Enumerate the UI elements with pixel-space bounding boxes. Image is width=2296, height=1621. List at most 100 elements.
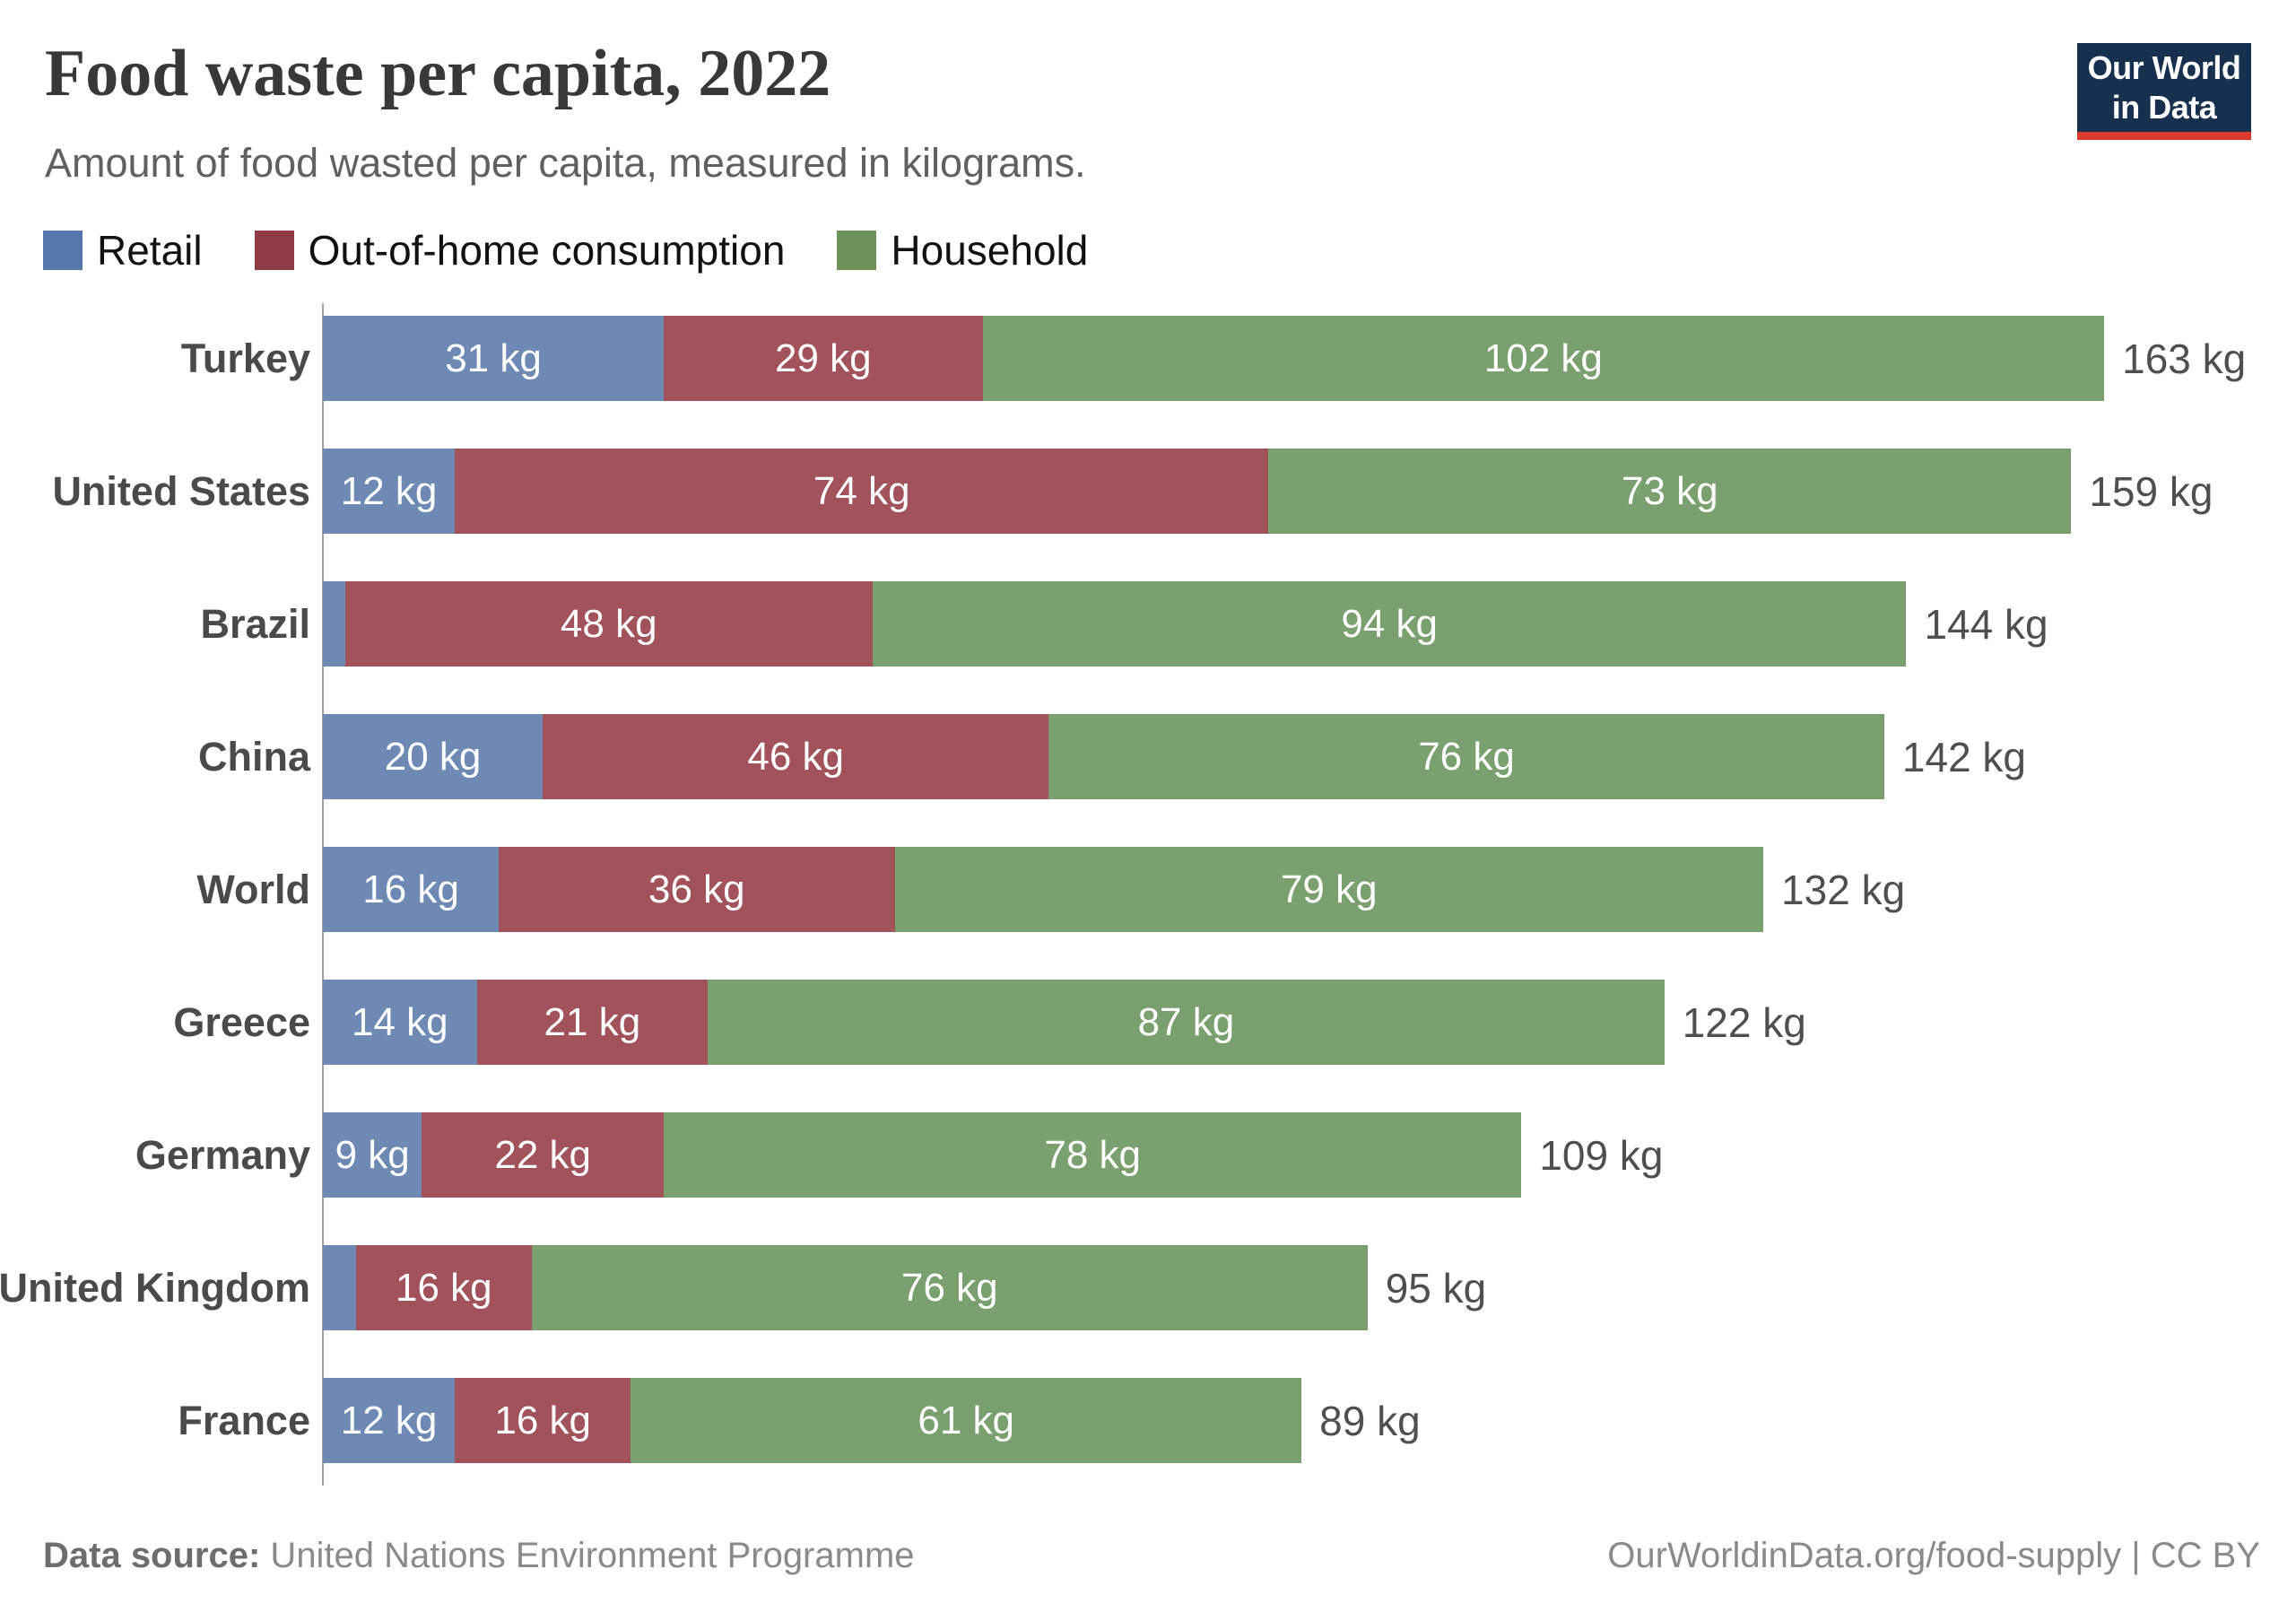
- bar-segment-household-brazil[interactable]: 94 kg: [872, 581, 1907, 667]
- bar-segment-value: 74 kg: [813, 468, 910, 513]
- category-label-world: World: [196, 866, 310, 912]
- bar-segment-value: 22 kg: [494, 1132, 591, 1177]
- data-source-value: United Nations Environment Programme: [260, 1536, 915, 1575]
- bar-row-greece: Greece 14 kg 21 kg 87 kg 122 kg: [0, 980, 2296, 1065]
- stacked-bar-united-states: 12 kg 74 kg 73 kg: [323, 449, 2072, 534]
- bar-segment-value: 31 kg: [445, 336, 542, 380]
- total-label-world: 132 kg: [1781, 866, 1906, 913]
- bar-segment-value: 76 kg: [900, 1265, 998, 1310]
- total-label-united-kingdom: 95 kg: [1385, 1264, 1487, 1312]
- legend-item-retail: Retail: [43, 226, 203, 275]
- bar-segment-retail-china[interactable]: 20 kg: [323, 714, 544, 799]
- attribution-link[interactable]: OurWorldinData.org/food-supply | CC BY: [1607, 1536, 2260, 1575]
- category-label-germany: Germany: [135, 1131, 310, 1178]
- bar-segment-value: 48 kg: [560, 601, 657, 646]
- legend-swatch-retail: [43, 231, 83, 270]
- bar-segment-retail-brazil[interactable]: [323, 581, 345, 667]
- total-label-china: 142 kg: [1901, 733, 2027, 780]
- legend-swatch-household: [837, 231, 877, 270]
- legend-item-household: Household: [837, 226, 1088, 275]
- bar-segment-out-of-home-consumption-united-states[interactable]: 74 kg: [455, 449, 1269, 534]
- bar-segment-retail-turkey[interactable]: 31 kg: [323, 316, 665, 401]
- bar-segment-value: 9 kg: [335, 1132, 410, 1177]
- bar-segment-household-world[interactable]: 79 kg: [894, 847, 1764, 932]
- bar-segment-household-china[interactable]: 76 kg: [1048, 714, 1884, 799]
- bar-segment-retail-world[interactable]: 16 kg: [323, 847, 500, 932]
- bar-segment-out-of-home-consumption-germany[interactable]: 22 kg: [422, 1112, 665, 1198]
- legend-label-retail: Retail: [97, 227, 203, 274]
- stacked-bar-greece: 14 kg 21 kg 87 kg: [323, 980, 1665, 1065]
- chart-subtitle: Amount of food wasted per capita, measur…: [45, 140, 1086, 186]
- bar-segment-value: 78 kg: [1044, 1132, 1141, 1177]
- bar-segment-household-france[interactable]: 61 kg: [631, 1378, 1302, 1463]
- bar-segment-value: 20 kg: [384, 734, 482, 779]
- bar-segment-value: 16 kg: [362, 867, 459, 911]
- total-label-greece: 122 kg: [1682, 998, 1806, 1046]
- bar-segment-household-united-kingdom[interactable]: 76 kg: [531, 1245, 1368, 1330]
- bar-segment-value: 14 kg: [351, 999, 448, 1044]
- bar-segment-value: 76 kg: [1418, 734, 1515, 779]
- bar-segment-value: 61 kg: [918, 1398, 1015, 1442]
- bar-segment-value: 46 kg: [747, 734, 844, 779]
- stacked-bar-world: 16 kg 36 kg 79 kg: [323, 847, 1764, 932]
- total-label-brazil: 144 kg: [1924, 600, 2048, 648]
- total-label-united-states: 159 kg: [2089, 467, 2213, 515]
- bar-segment-value: 94 kg: [1341, 601, 1439, 646]
- bar-segment-value: 79 kg: [1280, 867, 1378, 911]
- bar-segment-value: 87 kg: [1137, 999, 1235, 1044]
- bar-segment-out-of-home-consumption-turkey[interactable]: 29 kg: [664, 316, 983, 401]
- bar-segment-retail-united-kingdom[interactable]: [323, 1245, 356, 1330]
- category-label-france: France: [178, 1397, 310, 1443]
- bar-segment-out-of-home-consumption-france[interactable]: 16 kg: [455, 1378, 631, 1463]
- stacked-bar-germany: 9 kg 22 kg 78 kg: [323, 1112, 1522, 1198]
- bar-row-brazil: Brazil 48 kg 94 kg 144 kg: [0, 581, 2296, 667]
- chart-legend: Retail Out-of-home consumption Household: [43, 226, 1088, 275]
- bar-row-turkey: Turkey 31 kg 29 kg 102 kg 163 kg: [0, 316, 2296, 401]
- chart-footer: Data source: United Nations Environment …: [0, 1536, 2296, 1590]
- stacked-bar-china: 20 kg 46 kg 76 kg: [323, 714, 1884, 799]
- bar-segment-retail-greece[interactable]: 14 kg: [323, 980, 477, 1065]
- bar-segment-out-of-home-consumption-united-kingdom[interactable]: 16 kg: [355, 1245, 532, 1330]
- legend-swatch-out-of-home: [254, 231, 294, 270]
- bar-segment-retail-germany[interactable]: 9 kg: [323, 1112, 422, 1198]
- bar-row-china: China 20 kg 46 kg 76 kg 142 kg: [0, 714, 2296, 799]
- bar-segment-value: 36 kg: [648, 867, 745, 911]
- bar-segment-value: 73 kg: [1622, 468, 1718, 513]
- category-label-brazil: Brazil: [200, 600, 310, 647]
- bar-row-world: World 16 kg 36 kg 79 kg 132 kg: [0, 847, 2296, 932]
- category-label-united-kingdom: United Kingdom: [0, 1264, 310, 1311]
- bar-segment-out-of-home-consumption-china[interactable]: 46 kg: [543, 714, 1049, 799]
- bar-row-germany: Germany 9 kg 22 kg 78 kg 109 kg: [0, 1112, 2296, 1198]
- category-label-greece: Greece: [173, 998, 310, 1045]
- total-label-germany: 109 kg: [1539, 1131, 1664, 1179]
- owid-logo-line1: Our World: [2087, 48, 2241, 86]
- stacked-bar-france: 12 kg 16 kg 61 kg: [323, 1378, 1302, 1463]
- bar-segment-household-turkey[interactable]: 102 kg: [982, 316, 2105, 401]
- bar-segment-retail-france[interactable]: 12 kg: [323, 1378, 456, 1463]
- bar-row-united-kingdom: United Kingdom 16 kg 76 kg 95 kg: [0, 1245, 2296, 1330]
- total-label-turkey: 163 kg: [2122, 335, 2247, 382]
- bar-segment-out-of-home-consumption-brazil[interactable]: 48 kg: [344, 581, 873, 667]
- bar-segment-household-united-states[interactable]: 73 kg: [1268, 449, 2072, 534]
- bar-segment-out-of-home-consumption-world[interactable]: 36 kg: [499, 847, 895, 932]
- category-label-china: China: [197, 733, 310, 780]
- stacked-bar-turkey: 31 kg 29 kg 102 kg: [323, 316, 2105, 401]
- bar-segment-retail-united-states[interactable]: 12 kg: [323, 449, 456, 534]
- bar-segment-value: 21 kg: [544, 999, 641, 1044]
- owid-logo-line2: in Data: [2111, 88, 2217, 126]
- data-source-label: Data source:: [43, 1536, 261, 1575]
- bar-segment-household-greece[interactable]: 87 kg: [708, 980, 1665, 1065]
- stacked-bar-brazil: 48 kg 94 kg: [323, 581, 1907, 667]
- bar-segment-value: 16 kg: [396, 1265, 492, 1310]
- owid-logo[interactable]: Our World in Data: [2077, 43, 2251, 140]
- bar-segment-household-germany[interactable]: 78 kg: [664, 1112, 1522, 1198]
- legend-label-out-of-home: Out-of-home consumption: [308, 227, 786, 274]
- data-source-note: Data source: United Nations Environment …: [43, 1536, 915, 1576]
- bar-segment-value: 12 kg: [340, 468, 438, 513]
- legend-label-household: Household: [891, 227, 1089, 274]
- bar-row-united-states: United States 12 kg 74 kg 73 kg 159 kg: [0, 449, 2296, 534]
- bar-segment-out-of-home-consumption-greece[interactable]: 21 kg: [476, 980, 709, 1065]
- bar-segment-value: 16 kg: [494, 1398, 591, 1442]
